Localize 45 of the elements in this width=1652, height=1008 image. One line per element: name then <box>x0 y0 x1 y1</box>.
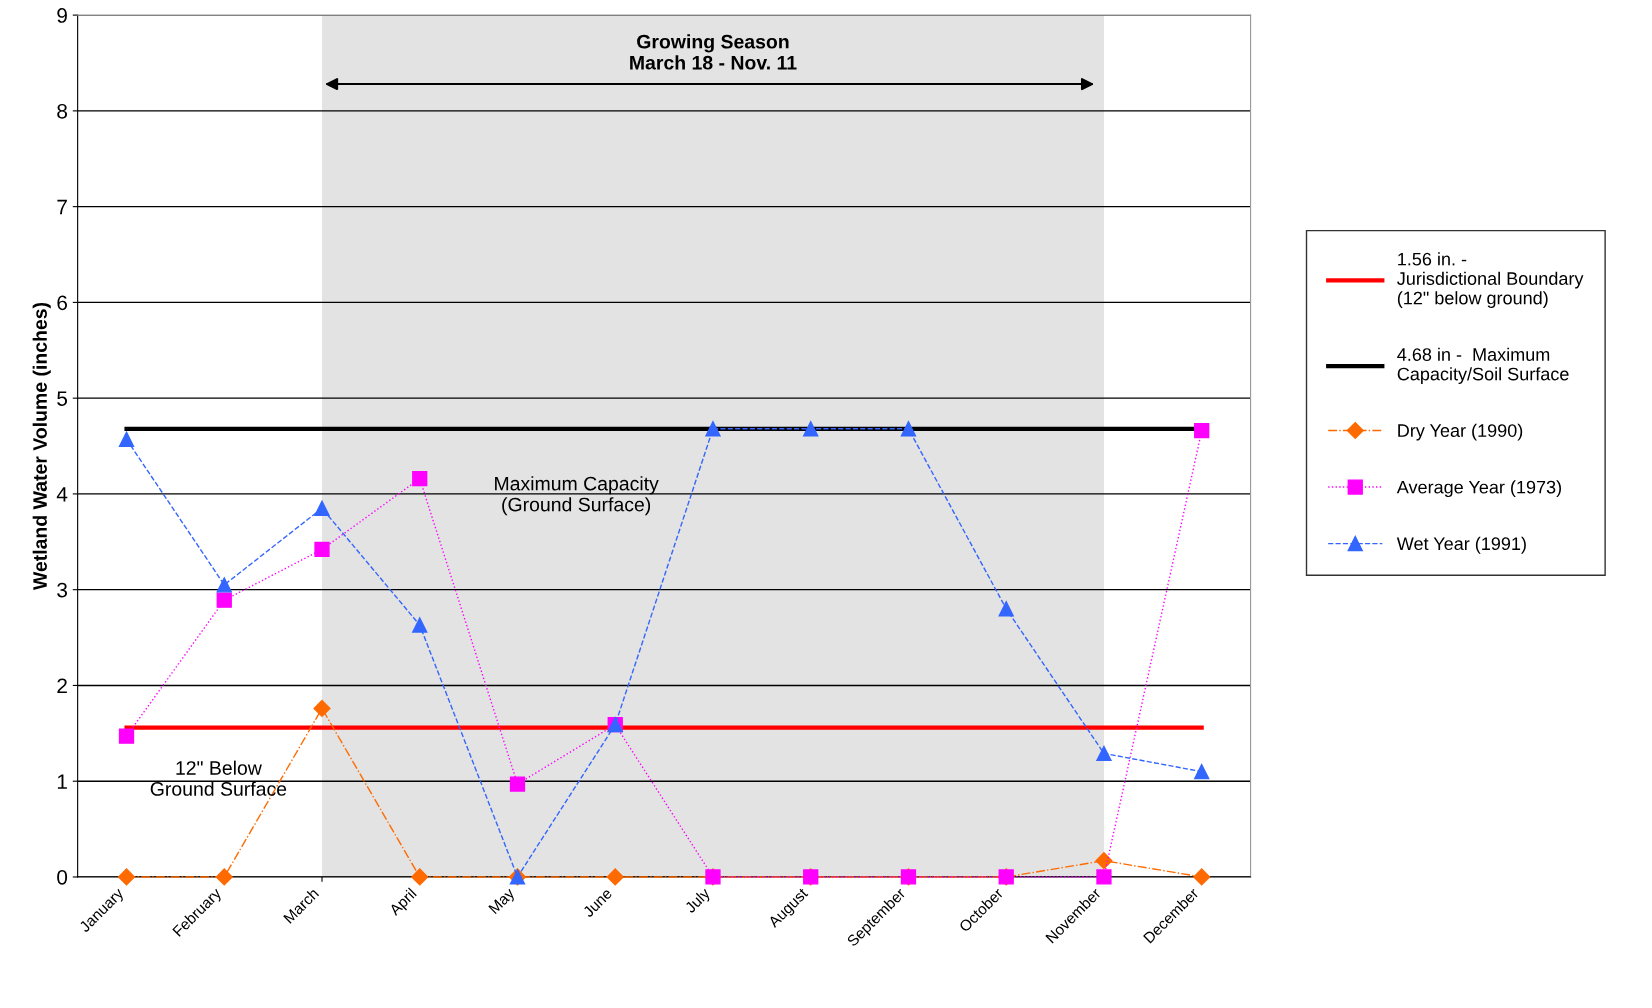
point <box>216 592 232 608</box>
point <box>313 699 331 717</box>
y-tick-label: 3 <box>57 582 68 598</box>
point <box>998 601 1014 617</box>
y-tick-label: 8 <box>57 103 68 119</box>
point <box>117 868 136 886</box>
legend-label: Wet Year (1991) <box>1396 536 1526 554</box>
legend-label: 4.68 in - Maximum Capacity/Soil Surface <box>1397 347 1569 384</box>
point <box>1194 763 1210 780</box>
y-tick-label: 2 <box>57 678 67 693</box>
point <box>1096 869 1112 885</box>
y-tick-label: 6 <box>57 295 68 311</box>
point <box>411 868 429 886</box>
x-tick-label: July <box>683 886 713 916</box>
point <box>803 421 819 437</box>
legend-label: Dry Year (1990) <box>1398 423 1523 441</box>
point <box>118 431 135 447</box>
legend-label: 1.56 in. - Jurisdictional Boundary (12" below ground) <box>1397 252 1584 308</box>
point <box>1095 852 1113 870</box>
y-axis-title: Wetland Water Volume (inches) <box>32 302 51 591</box>
point <box>1096 745 1112 762</box>
point <box>1194 423 1210 439</box>
y-tick-label: 9 <box>57 8 67 23</box>
y-tick-label: 1 <box>57 774 67 789</box>
point <box>412 470 428 487</box>
y-tick-label: 5 <box>57 391 68 406</box>
point <box>606 868 624 886</box>
point <box>314 541 330 558</box>
point <box>509 776 526 792</box>
legend-label: Average Year (1973) <box>1396 480 1561 498</box>
y-tick-label: 4 <box>56 487 68 502</box>
point <box>118 728 135 744</box>
point <box>1193 868 1211 886</box>
annotation: 12" Below Ground Surface <box>150 760 287 796</box>
point <box>900 421 917 437</box>
point <box>412 617 428 633</box>
annotation: Maximum Capacity (Ground Surface) <box>495 476 659 516</box>
point <box>705 421 721 437</box>
band-label: Growing Season March 18 - Nov. 11 <box>630 34 797 70</box>
point <box>314 500 330 516</box>
point <box>215 868 233 886</box>
y-tick-label: 7 <box>57 199 67 215</box>
x-tick-label: May <box>488 887 518 917</box>
y-tick-label: 0 <box>57 869 68 885</box>
point <box>216 577 232 593</box>
